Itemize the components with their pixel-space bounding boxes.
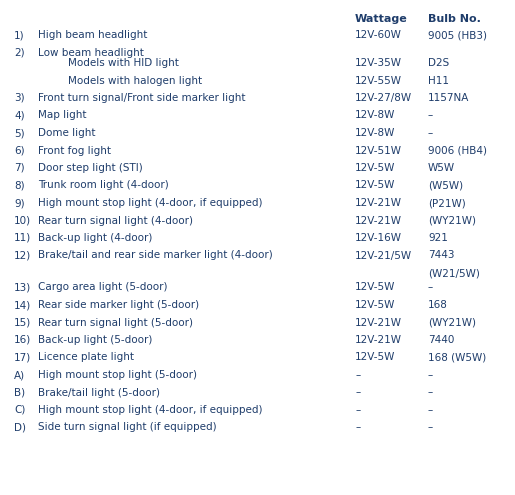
- Text: Rear side marker light (5-door): Rear side marker light (5-door): [38, 300, 199, 310]
- Text: Dome light: Dome light: [38, 128, 95, 138]
- Text: (P21W): (P21W): [428, 198, 466, 208]
- Text: Bulb No.: Bulb No.: [428, 14, 481, 24]
- Text: Door step light (STI): Door step light (STI): [38, 163, 143, 173]
- Text: 12V-27/8W: 12V-27/8W: [355, 93, 412, 103]
- Text: –: –: [355, 423, 360, 433]
- Text: 9005 (HB3): 9005 (HB3): [428, 30, 487, 40]
- Text: (W5W): (W5W): [428, 181, 463, 191]
- Text: –: –: [428, 423, 433, 433]
- Text: 1157NA: 1157NA: [428, 93, 469, 103]
- Text: –: –: [355, 405, 360, 415]
- Text: 8): 8): [14, 181, 25, 191]
- Text: Map light: Map light: [38, 110, 87, 120]
- Text: 2): 2): [14, 48, 25, 57]
- Text: High beam headlight: High beam headlight: [38, 30, 147, 40]
- Text: 13): 13): [14, 283, 31, 293]
- Text: Cargo area light (5-door): Cargo area light (5-door): [38, 283, 167, 293]
- Text: (WY21W): (WY21W): [428, 215, 476, 226]
- Text: 12V-5W: 12V-5W: [355, 352, 396, 362]
- Text: 7443: 7443: [428, 250, 455, 260]
- Text: 12V-5W: 12V-5W: [355, 181, 396, 191]
- Text: 7): 7): [14, 163, 25, 173]
- Text: B): B): [14, 388, 25, 397]
- Text: Side turn signal light (if equipped): Side turn signal light (if equipped): [38, 423, 217, 433]
- Text: Back-up light (4-door): Back-up light (4-door): [38, 233, 152, 243]
- Text: Rear turn signal light (5-door): Rear turn signal light (5-door): [38, 317, 193, 328]
- Text: 12V-55W: 12V-55W: [355, 76, 402, 86]
- Text: 921: 921: [428, 233, 448, 243]
- Text: –: –: [428, 370, 433, 380]
- Text: H11: H11: [428, 76, 449, 86]
- Text: 15): 15): [14, 317, 31, 328]
- Text: Licence plate light: Licence plate light: [38, 352, 134, 362]
- Text: 12): 12): [14, 250, 31, 260]
- Text: –: –: [428, 283, 433, 293]
- Text: 17): 17): [14, 352, 31, 362]
- Text: 12V-8W: 12V-8W: [355, 128, 396, 138]
- Text: Wattage: Wattage: [355, 14, 408, 24]
- Text: Front fog light: Front fog light: [38, 146, 111, 155]
- Text: A): A): [14, 370, 25, 380]
- Text: 5): 5): [14, 128, 25, 138]
- Text: 12V-5W: 12V-5W: [355, 283, 396, 293]
- Text: 12V-21W: 12V-21W: [355, 317, 402, 328]
- Text: –: –: [355, 370, 360, 380]
- Text: Trunk room light (4-door): Trunk room light (4-door): [38, 181, 169, 191]
- Text: High mount stop light (4-door, if equipped): High mount stop light (4-door, if equipp…: [38, 198, 263, 208]
- Text: 168: 168: [428, 300, 448, 310]
- Text: 14): 14): [14, 300, 31, 310]
- Text: 168 (W5W): 168 (W5W): [428, 352, 486, 362]
- Text: D2S: D2S: [428, 58, 449, 68]
- Text: 1): 1): [14, 30, 25, 40]
- Text: 9006 (HB4): 9006 (HB4): [428, 146, 487, 155]
- Text: Low beam headlight: Low beam headlight: [38, 48, 144, 57]
- Text: 12V-35W: 12V-35W: [355, 58, 402, 68]
- Text: 4): 4): [14, 110, 25, 120]
- Text: W5W: W5W: [428, 163, 455, 173]
- Text: 12V-5W: 12V-5W: [355, 163, 396, 173]
- Text: C): C): [14, 405, 25, 415]
- Text: Front turn signal/Front side marker light: Front turn signal/Front side marker ligh…: [38, 93, 246, 103]
- Text: 12V-60W: 12V-60W: [355, 30, 402, 40]
- Text: (WY21W): (WY21W): [428, 317, 476, 328]
- Text: 12V-21W: 12V-21W: [355, 198, 402, 208]
- Text: 10): 10): [14, 215, 31, 226]
- Text: –: –: [355, 388, 360, 397]
- Text: Models with halogen light: Models with halogen light: [68, 76, 202, 86]
- Text: 7440: 7440: [428, 335, 454, 345]
- Text: –: –: [428, 405, 433, 415]
- Text: Models with HID light: Models with HID light: [68, 58, 179, 68]
- Text: (W21/5W): (W21/5W): [428, 268, 480, 278]
- Text: Brake/tail and rear side marker light (4-door): Brake/tail and rear side marker light (4…: [38, 250, 273, 260]
- Text: 12V-8W: 12V-8W: [355, 110, 396, 120]
- Text: Rear turn signal light (4-door): Rear turn signal light (4-door): [38, 215, 193, 226]
- Text: Brake/tail light (5-door): Brake/tail light (5-door): [38, 388, 160, 397]
- Text: 12V-21/5W: 12V-21/5W: [355, 250, 412, 260]
- Text: 9): 9): [14, 198, 25, 208]
- Text: –: –: [428, 388, 433, 397]
- Text: High mount stop light (4-door, if equipped): High mount stop light (4-door, if equipp…: [38, 405, 263, 415]
- Text: High mount stop light (5-door): High mount stop light (5-door): [38, 370, 197, 380]
- Text: 6): 6): [14, 146, 25, 155]
- Text: 12V-16W: 12V-16W: [355, 233, 402, 243]
- Text: Back-up light (5-door): Back-up light (5-door): [38, 335, 152, 345]
- Text: 11): 11): [14, 233, 31, 243]
- Text: 3): 3): [14, 93, 25, 103]
- Text: 12V-21W: 12V-21W: [355, 215, 402, 226]
- Text: –: –: [428, 110, 433, 120]
- Text: 12V-21W: 12V-21W: [355, 335, 402, 345]
- Text: 16): 16): [14, 335, 31, 345]
- Text: 12V-5W: 12V-5W: [355, 300, 396, 310]
- Text: –: –: [428, 128, 433, 138]
- Text: 12V-51W: 12V-51W: [355, 146, 402, 155]
- Text: D): D): [14, 423, 26, 433]
